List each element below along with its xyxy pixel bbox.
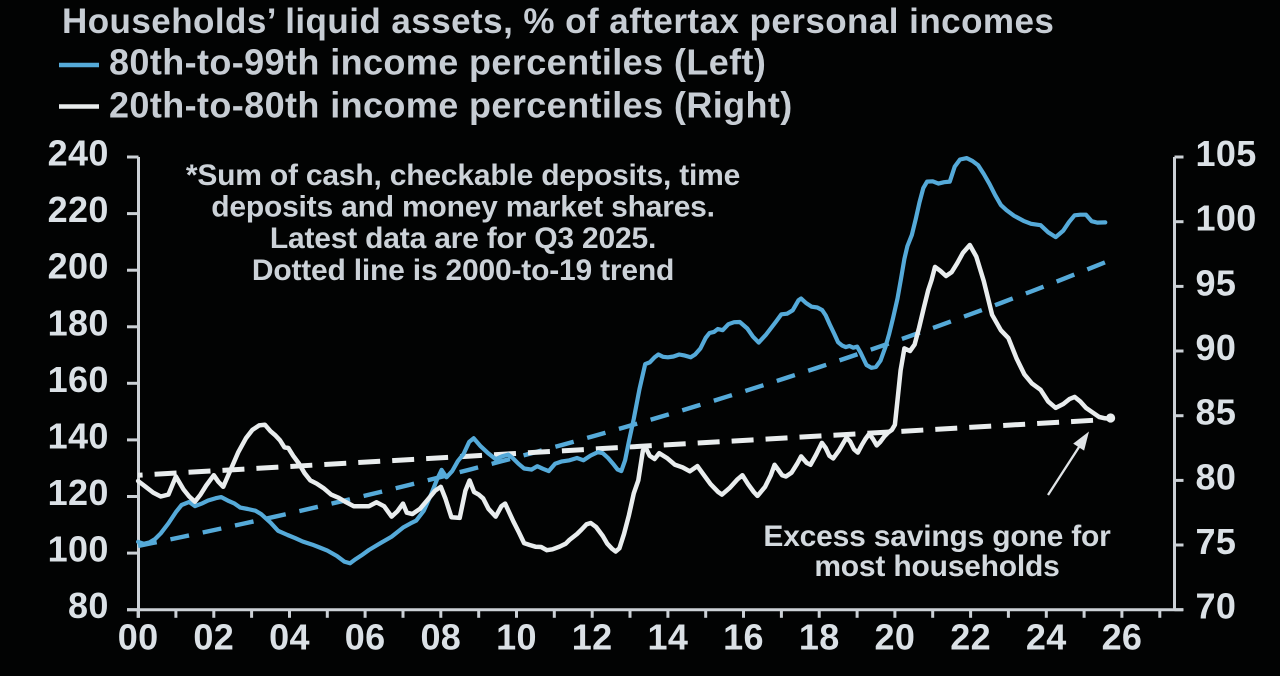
svg-text:Dotted line is 2000-to-19 tren: Dotted line is 2000-to-19 trend <box>252 254 674 287</box>
svg-text:80: 80 <box>1196 456 1237 497</box>
svg-text:240: 240 <box>48 132 109 173</box>
svg-text:20th-to-80th income percentile: 20th-to-80th income percentiles (Right) <box>109 84 793 125</box>
svg-text:100: 100 <box>48 529 109 570</box>
svg-text:*Sum of cash, checkable deposi: *Sum of cash, checkable deposits, time <box>186 159 740 192</box>
svg-text:Households’ liquid assets, % o: Households’ liquid assets, % of aftertax… <box>62 2 1054 41</box>
svg-text:10: 10 <box>496 617 537 658</box>
svg-text:Latest data are for Q3 2025.: Latest data are for Q3 2025. <box>270 222 656 255</box>
svg-text:160: 160 <box>48 359 109 400</box>
svg-text:14: 14 <box>647 617 688 658</box>
svg-text:75: 75 <box>1196 521 1237 562</box>
svg-text:22: 22 <box>950 617 991 658</box>
svg-text:00: 00 <box>118 617 159 658</box>
svg-text:02: 02 <box>193 617 234 658</box>
svg-text:deposits and money market shar: deposits and money market shares. <box>211 191 715 224</box>
svg-text:04: 04 <box>269 617 310 658</box>
svg-text:24: 24 <box>1026 617 1067 658</box>
svg-text:most households: most households <box>814 550 1059 583</box>
svg-text:120: 120 <box>48 472 109 513</box>
svg-text:140: 140 <box>48 415 109 456</box>
svg-text:Excess savings gone for: Excess savings gone for <box>763 520 1111 553</box>
svg-text:06: 06 <box>345 617 386 658</box>
svg-text:180: 180 <box>48 302 109 343</box>
svg-text:85: 85 <box>1196 392 1237 433</box>
svg-text:100: 100 <box>1196 198 1257 239</box>
svg-text:26: 26 <box>1102 617 1143 658</box>
svg-text:80th-to-99th income percentile: 80th-to-99th income percentiles (Left) <box>109 41 766 82</box>
svg-text:18: 18 <box>799 617 840 658</box>
svg-text:08: 08 <box>420 617 461 658</box>
svg-text:20: 20 <box>875 617 916 658</box>
svg-text:220: 220 <box>48 189 109 230</box>
svg-text:70: 70 <box>1196 586 1237 627</box>
svg-text:105: 105 <box>1196 133 1257 174</box>
svg-text:12: 12 <box>572 617 613 658</box>
svg-text:200: 200 <box>48 246 109 287</box>
svg-text:95: 95 <box>1196 262 1237 303</box>
svg-text:90: 90 <box>1196 327 1237 368</box>
svg-text:16: 16 <box>723 617 764 658</box>
svg-text:80: 80 <box>68 585 109 626</box>
